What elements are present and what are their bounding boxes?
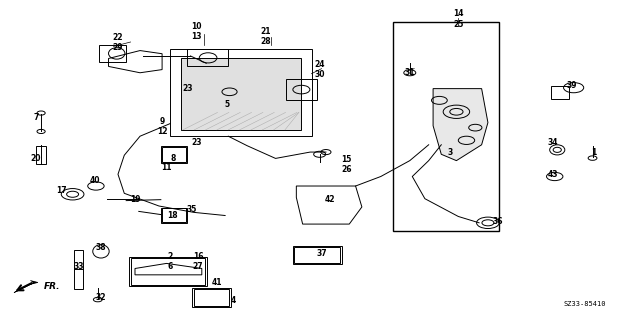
Bar <box>294 247 340 263</box>
Bar <box>131 258 205 285</box>
Text: 20: 20 <box>31 154 41 163</box>
Bar <box>292 246 342 264</box>
Text: 41: 41 <box>211 278 222 287</box>
Bar <box>161 146 187 163</box>
Text: 35: 35 <box>187 205 197 214</box>
Text: 22
29: 22 29 <box>113 33 123 52</box>
Text: 40: 40 <box>89 176 100 185</box>
Text: 2: 2 <box>168 252 173 261</box>
Text: 38: 38 <box>96 243 106 252</box>
Text: 11: 11 <box>161 164 172 172</box>
Text: 5: 5 <box>225 100 230 109</box>
Bar <box>181 59 301 130</box>
Polygon shape <box>433 89 488 161</box>
Text: 6: 6 <box>168 262 173 271</box>
Text: SZ33-85410: SZ33-85410 <box>564 300 606 307</box>
Text: 39: 39 <box>567 81 577 90</box>
Bar <box>99 45 125 62</box>
Text: FR.: FR. <box>44 282 61 291</box>
Text: 14
25: 14 25 <box>453 9 463 28</box>
Text: 36: 36 <box>492 217 503 226</box>
Text: 43: 43 <box>548 170 558 179</box>
Text: 24
30: 24 30 <box>315 60 325 79</box>
Text: 32: 32 <box>96 293 106 302</box>
Bar <box>393 22 499 231</box>
Text: 17: 17 <box>56 186 66 195</box>
Text: 18: 18 <box>168 211 178 220</box>
Text: 34: 34 <box>548 138 558 147</box>
Text: 15
26: 15 26 <box>341 155 352 174</box>
Text: 7: 7 <box>34 113 39 122</box>
Text: 23: 23 <box>192 138 202 147</box>
Text: 8: 8 <box>170 154 175 163</box>
Text: 37: 37 <box>316 249 327 258</box>
Text: 31: 31 <box>404 68 415 77</box>
Bar <box>161 208 187 223</box>
Bar <box>36 146 46 164</box>
Bar <box>187 49 229 67</box>
Text: 1: 1 <box>591 148 596 156</box>
Text: 23: 23 <box>182 84 192 93</box>
Text: 10
13: 10 13 <box>192 22 202 41</box>
Text: 21
28: 21 28 <box>261 27 272 46</box>
Text: 3: 3 <box>448 148 453 156</box>
Bar <box>551 86 568 99</box>
Polygon shape <box>14 281 38 292</box>
Text: 19: 19 <box>130 195 141 204</box>
Bar <box>192 288 231 307</box>
Text: 4: 4 <box>230 296 236 305</box>
Bar <box>128 257 208 286</box>
Text: 9
12: 9 12 <box>157 117 167 136</box>
Bar <box>286 79 316 100</box>
Text: 16
27: 16 27 <box>192 252 203 271</box>
Bar <box>194 289 229 306</box>
Bar <box>170 49 312 136</box>
Bar <box>162 147 186 162</box>
Bar <box>162 208 186 222</box>
Text: 42: 42 <box>325 195 335 204</box>
Bar <box>75 250 83 289</box>
Text: 33: 33 <box>73 262 84 271</box>
